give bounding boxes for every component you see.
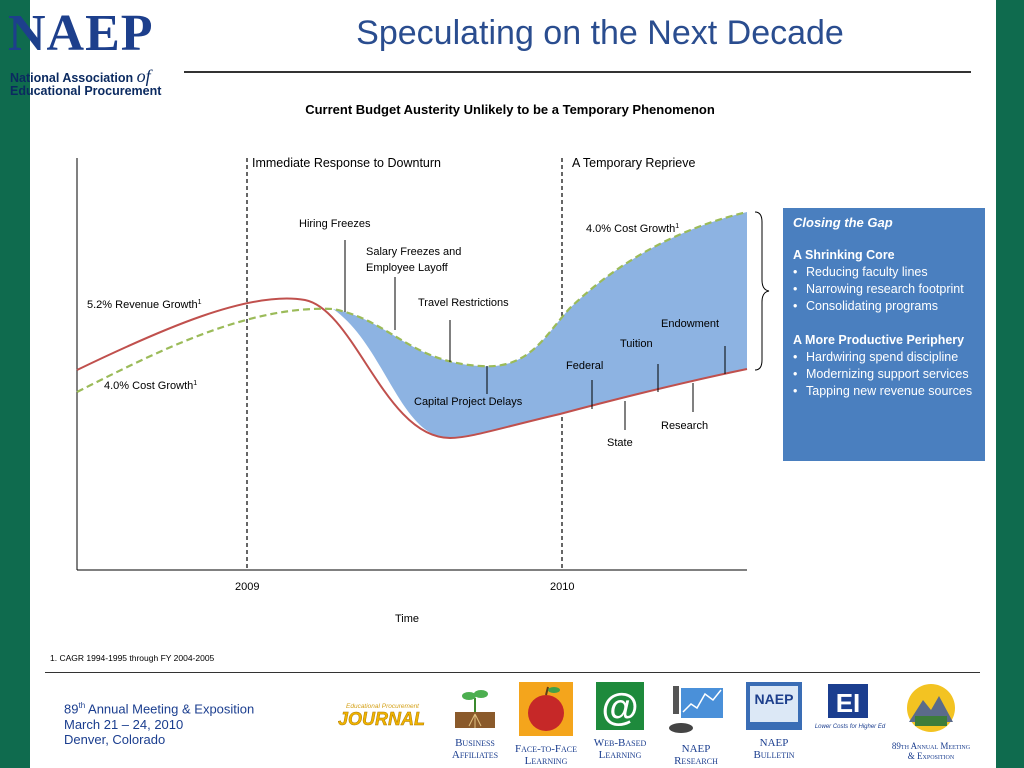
at-sign-icon: @ (596, 682, 644, 730)
label-hiring-freezes: Hiring Freezes (299, 218, 371, 230)
left-brand-bar (0, 0, 30, 768)
x-tick-2009: 2009 (235, 581, 259, 593)
budget-gap-diagram: Immediate Response to Downturn A Tempora… (76, 156, 770, 625)
meeting-line1: 89th Annual Meeting & Exposition (64, 698, 254, 717)
naep-logo: NAEP National Association of Educational… (8, 5, 178, 98)
revenue-growth-line (76, 297, 748, 440)
microscope-icon (669, 686, 723, 733)
journal-logo-art: Educational Procurement JOURNAL (338, 703, 426, 729)
mountain-icon (907, 684, 955, 732)
svg-text:Educational Procurement: Educational Procurement (346, 703, 420, 710)
naep-research-label: NAEP Research (674, 743, 718, 767)
svg-text:JOURNAL: JOURNAL (338, 709, 425, 728)
x-tick-2010: 2010 (550, 581, 574, 593)
svg-text:@: @ (601, 687, 638, 729)
meeting-location: Denver, Colorado (64, 732, 166, 748)
shrinking-core-list: Reducing faculty lines Narrowing researc… (793, 264, 977, 315)
face-to-face-learning-link[interactable]: Face-to-Face Learning (506, 682, 586, 767)
meeting-title: Annual Meeting & Exposition (85, 701, 255, 717)
title-divider (184, 71, 971, 73)
list-item: Tapping new revenue sources (793, 383, 977, 400)
logo-line2: Educational Procurement (10, 84, 162, 98)
bulletin-icon: NAEP (746, 682, 802, 730)
gap-brace (754, 211, 770, 371)
label-cost-growth-left: 4.0% Cost Growth1 (104, 380, 197, 392)
logo-line1: National Association (10, 71, 137, 85)
label-tuition: Tuition (620, 338, 653, 350)
closing-the-gap-box: Closing the Gap A Shrinking Core Reducin… (783, 208, 985, 461)
list-item: Consolidating programs (793, 298, 977, 315)
ei-logo-art: EI Lower Costs for Higher Ed (815, 684, 886, 730)
revenue-growth-text: 5.2% Revenue Growth (87, 299, 198, 311)
naep-bulletin-label: NAEP Bulletin (753, 737, 795, 761)
journal-logo[interactable]: Educational Procurement JOURNAL (338, 700, 434, 733)
label-travel-restrictions: Travel Restrictions (418, 297, 509, 309)
cost-growth-left-sup: 1 (193, 380, 197, 387)
label-state: State (607, 437, 633, 449)
svg-text:NAEP: NAEP (755, 691, 794, 707)
phase-label-downturn: Immediate Response to Downturn (252, 156, 441, 170)
logo-of: of (136, 66, 151, 86)
label-research: Research (661, 420, 708, 432)
label-endowment: Endowment (661, 318, 719, 330)
naep-research-link[interactable]: NAEP Research (656, 682, 736, 767)
svg-text:Lower Costs for Higher Ed: Lower Costs for Higher Ed (815, 724, 886, 730)
business-affiliates-label: Business Affiliates (451, 737, 499, 761)
web-based-label: Web-Based Learning (593, 737, 647, 761)
budget-gap-area (333, 212, 747, 438)
face-to-face-label: Face-to-Face Learning (514, 743, 578, 767)
list-item: Reducing faculty lines (793, 264, 977, 281)
productive-periphery-heading: A More Productive Periphery (793, 333, 965, 347)
list-item: Narrowing research footprint (793, 281, 977, 298)
annual-meeting-label: 89th Annual Meeting & Exposition (891, 741, 971, 761)
web-based-learning-link[interactable]: @ Web-Based Learning (580, 682, 660, 761)
chart-title: Current Budget Austerity Unlikely to be … (305, 102, 715, 117)
svg-text:EI: EI (836, 688, 861, 718)
footer-divider (45, 672, 980, 673)
logo-subtitle: National Association of Educational Proc… (10, 67, 162, 98)
cost-growth-right-sup: 1 (675, 223, 679, 230)
meeting-info: 89th Annual Meeting & Exposition March 2… (64, 698, 254, 748)
label-salary-freezes-1: Salary Freezes and (366, 246, 461, 258)
list-item: Hardwiring spend discipline (793, 349, 977, 366)
logo-wordmark: NAEP (8, 5, 154, 62)
cost-growth-line (76, 210, 748, 393)
label-federal: Federal (566, 360, 603, 372)
right-brand-bar (996, 0, 1024, 768)
footnote: 1. CAGR 1994-1995 through FY 2004-2005 (50, 653, 215, 663)
page-title: Speculating on the Next Decade (356, 14, 844, 52)
meeting-dates: March 21 – 24, 2010 (64, 716, 184, 732)
gap-box-title: Closing the Gap (793, 215, 893, 230)
cost-growth-right-text: 4.0% Cost Growth (586, 223, 675, 235)
cost-growth-left-text: 4.0% Cost Growth (104, 380, 193, 392)
sprout-icon (455, 690, 495, 728)
productive-periphery-list: Hardwiring spend discipline Modernizing … (793, 349, 977, 400)
naep-bulletin-link[interactable]: NAEP NAEP Bulletin (734, 682, 814, 761)
business-affiliates-link[interactable]: Business Affiliates (436, 682, 514, 761)
apple-icon (519, 682, 573, 736)
shrinking-core-heading: A Shrinking Core (793, 248, 895, 262)
label-salary-freezes-2: Employee Layoff (366, 262, 449, 274)
meeting-number: 89 (64, 701, 79, 717)
label-capital-delays: Capital Project Delays (414, 396, 523, 408)
ei-logo[interactable]: EI Lower Costs for Higher Ed (810, 682, 890, 737)
list-item: Modernizing support services (793, 366, 977, 383)
label-revenue-growth: 5.2% Revenue Growth1 (87, 299, 202, 311)
x-axis-label: Time (395, 613, 419, 625)
label-cost-growth-right: 4.0% Cost Growth1 (586, 223, 679, 235)
revenue-growth-sup: 1 (198, 299, 202, 306)
meeting-ordinal: th (78, 701, 86, 710)
annual-meeting-link[interactable]: 89th Annual Meeting & Exposition (888, 682, 974, 761)
phase-label-reprieve: A Temporary Reprieve (572, 156, 695, 170)
